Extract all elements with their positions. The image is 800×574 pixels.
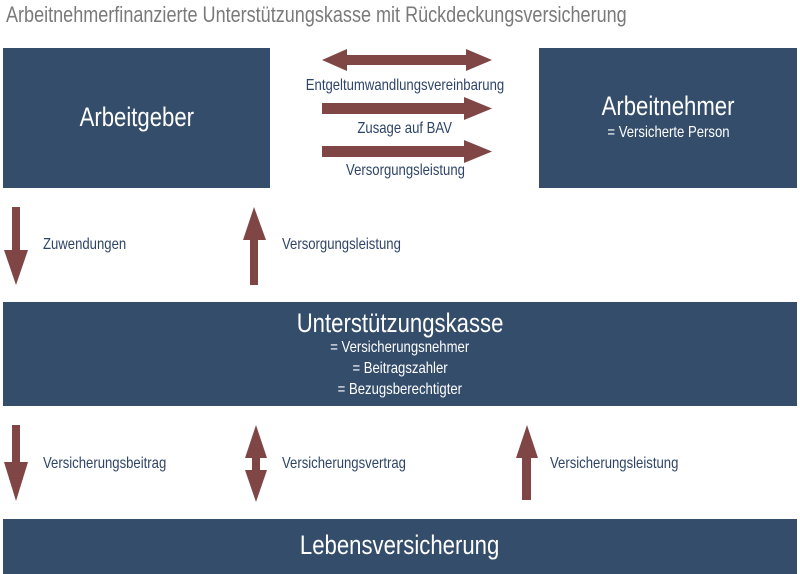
node-lebensversicherung: Lebensversicherung — [3, 519, 797, 574]
node-arbeitnehmer: Arbeitnehmer = Versicherte Person — [539, 48, 797, 188]
node-uk-line: = Bezugsberechtigter — [337, 381, 463, 398]
node-arbeitgeber: Arbeitgeber — [3, 48, 270, 188]
edge-label-zusage: Zusage auf BAV — [280, 120, 530, 138]
node-arbeitnehmer-subtitle: = Versicherte Person — [606, 124, 730, 141]
edge-label-text: Versicherungsvertrag — [282, 455, 406, 472]
double-arrow-vertical-icon — [245, 425, 267, 502]
edge-label-vertrag: Versicherungsvertrag — [282, 455, 433, 473]
arrow-right-icon — [322, 97, 492, 120]
edge-label-leistung: Versicherungsleistung — [550, 455, 707, 473]
node-uk-line-wrap: = Versicherungsnehmer — [3, 339, 797, 357]
node-uk-title: Unterstützungskasse — [296, 308, 504, 338]
node-uk-line-wrap: = Beitragszahler — [3, 360, 797, 378]
edge-label-text: Versicherungsbeitrag — [43, 455, 167, 472]
node-arbeitnehmer-title: Arbeitnehmer — [601, 91, 735, 121]
node-lv-title-wrap: Lebensversicherung — [3, 530, 797, 561]
arrow-up-icon — [243, 207, 266, 285]
edge-label-text: Versorgungsleistung — [282, 236, 401, 253]
edge-label-text: Versicherungsleistung — [550, 455, 679, 472]
edge-label-entgeltumwandlung: Entgeltumwandlungsvereinbarung — [280, 77, 530, 95]
title-text: Arbeitnehmerfinanzierte Unterstützungska… — [6, 2, 627, 27]
edge-label-text: Versorgungsleistung — [345, 162, 465, 179]
edge-label-versorgung-top: Versorgungsleistung — [280, 162, 530, 180]
node-arbeitnehmer-subtitle-wrap: = Versicherte Person — [539, 124, 797, 142]
arrow-right-icon — [322, 140, 492, 163]
arrow-up-icon — [516, 425, 538, 500]
arrow-down-icon — [4, 207, 28, 285]
edge-label-text: Zuwendungen — [43, 236, 127, 253]
node-unterstuetzungskasse: Unterstützungskasse = Versicherungsnehme… — [3, 302, 797, 406]
node-arbeitnehmer-title-wrap: Arbeitnehmer — [539, 91, 797, 122]
edge-label-text: Entgeltumwandlungsvereinbarung — [305, 77, 505, 94]
node-uk-line-wrap: = Bezugsberechtigter — [3, 381, 797, 399]
diagram-title: Arbeitnehmerfinanzierte Unterstützungska… — [6, 2, 763, 28]
double-arrow-horizontal-icon — [322, 49, 492, 71]
edge-label-zuwendungen: Zuwendungen — [43, 236, 144, 254]
node-uk-title-wrap: Unterstützungskasse — [3, 308, 797, 339]
node-arbeitgeber-title: Arbeitgeber — [79, 102, 194, 132]
node-uk-line: = Beitragszahler — [352, 360, 448, 377]
node-lv-title: Lebensversicherung — [300, 530, 500, 560]
node-arbeitgeber-title-wrap: Arbeitgeber — [3, 102, 270, 133]
node-uk-line: = Versicherungsnehmer — [330, 339, 470, 356]
arrow-down-icon — [4, 425, 28, 501]
edge-label-text: Zusage auf BAV — [357, 120, 453, 137]
edge-label-beitrag: Versicherungsbeitrag — [43, 455, 193, 473]
edge-label-versorgung-mid: Versorgungsleistung — [282, 236, 427, 254]
